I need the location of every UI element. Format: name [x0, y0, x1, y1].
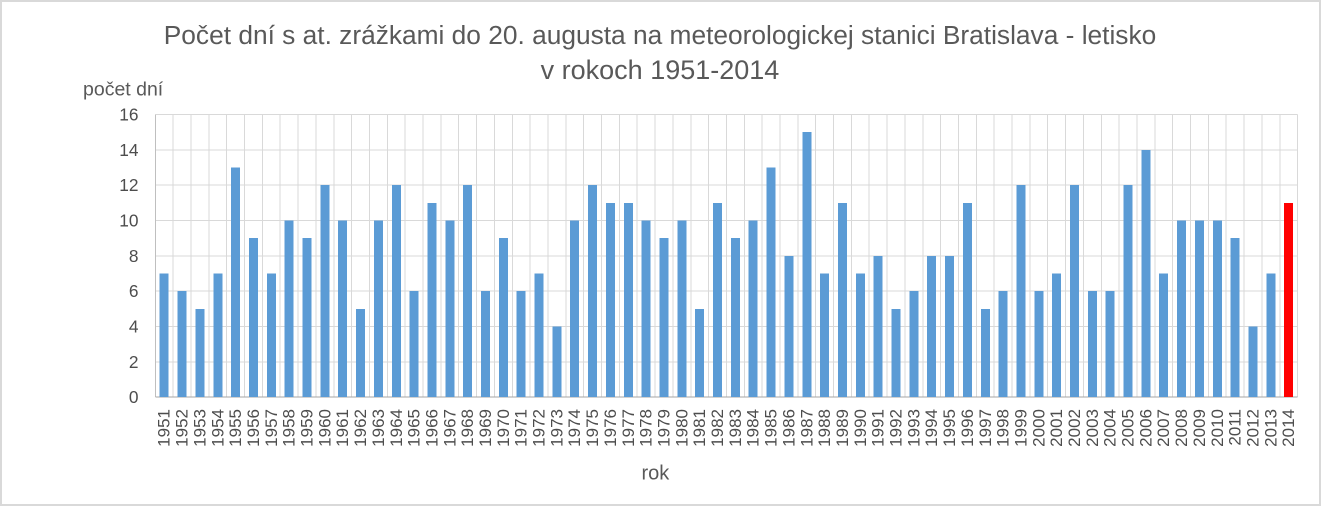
- svg-text:1983: 1983: [726, 409, 745, 447]
- svg-text:1954: 1954: [208, 409, 227, 447]
- svg-text:2005: 2005: [1119, 409, 1138, 447]
- svg-text:1975: 1975: [583, 409, 602, 447]
- svg-text:1951: 1951: [155, 409, 174, 447]
- svg-text:10: 10: [119, 210, 138, 230]
- svg-text:14: 14: [119, 140, 139, 160]
- svg-text:2003: 2003: [1083, 409, 1102, 447]
- svg-text:1995: 1995: [940, 409, 959, 447]
- svg-text:1970: 1970: [494, 409, 513, 447]
- svg-text:1971: 1971: [512, 409, 531, 447]
- svg-text:2: 2: [129, 352, 139, 372]
- svg-text:1958: 1958: [280, 409, 299, 447]
- svg-text:2002: 2002: [1065, 409, 1084, 447]
- svg-text:1987: 1987: [797, 409, 816, 447]
- svg-text:8: 8: [129, 246, 139, 266]
- svg-text:1999: 1999: [1011, 409, 1030, 447]
- svg-text:1967: 1967: [440, 409, 459, 447]
- svg-text:1953: 1953: [190, 409, 209, 447]
- svg-text:2011: 2011: [1226, 409, 1245, 446]
- svg-text:2000: 2000: [1029, 409, 1048, 447]
- svg-text:1963: 1963: [369, 409, 388, 447]
- svg-text:1968: 1968: [458, 409, 477, 447]
- svg-text:1966: 1966: [422, 409, 441, 447]
- svg-text:1992: 1992: [887, 409, 906, 447]
- svg-text:1998: 1998: [994, 409, 1013, 447]
- svg-text:1961: 1961: [333, 409, 352, 447]
- svg-text:12: 12: [119, 175, 138, 195]
- svg-text:16: 16: [119, 104, 138, 124]
- svg-text:2008: 2008: [1172, 409, 1191, 447]
- svg-text:2012: 2012: [1243, 409, 1262, 447]
- svg-text:1996: 1996: [958, 409, 977, 447]
- svg-text:1997: 1997: [976, 409, 995, 447]
- svg-text:1959: 1959: [298, 409, 317, 447]
- svg-text:1956: 1956: [244, 409, 263, 447]
- svg-text:1974: 1974: [565, 409, 584, 447]
- svg-text:1973: 1973: [547, 409, 566, 447]
- svg-text:2006: 2006: [1136, 409, 1155, 447]
- svg-text:počet dní: počet dní: [83, 79, 164, 101]
- svg-text:1990: 1990: [851, 409, 870, 447]
- svg-text:1965: 1965: [405, 409, 424, 447]
- svg-text:1972: 1972: [530, 409, 549, 447]
- svg-text:1955: 1955: [226, 409, 245, 447]
- svg-text:2007: 2007: [1154, 409, 1173, 447]
- svg-text:6: 6: [129, 281, 139, 301]
- svg-text:0: 0: [129, 387, 139, 407]
- svg-text:1981: 1981: [690, 409, 709, 447]
- svg-text:2009: 2009: [1190, 409, 1209, 447]
- svg-text:rok: rok: [642, 463, 671, 485]
- svg-text:4: 4: [129, 317, 139, 337]
- svg-text:1986: 1986: [779, 409, 798, 447]
- svg-text:1989: 1989: [833, 409, 852, 447]
- svg-text:1993: 1993: [904, 409, 923, 447]
- svg-text:v rokoch 1951-2014: v rokoch 1951-2014: [541, 55, 780, 85]
- svg-text:1977: 1977: [619, 409, 638, 447]
- svg-text:1960: 1960: [315, 409, 334, 447]
- svg-text:2014: 2014: [1279, 409, 1298, 447]
- svg-text:2013: 2013: [1261, 409, 1280, 447]
- svg-text:1969: 1969: [476, 409, 495, 447]
- svg-text:1979: 1979: [654, 409, 673, 447]
- svg-text:1994: 1994: [922, 409, 941, 447]
- svg-text:1984: 1984: [744, 409, 763, 447]
- svg-text:1957: 1957: [262, 409, 281, 447]
- svg-text:2004: 2004: [1101, 409, 1120, 447]
- svg-text:1985: 1985: [762, 409, 781, 447]
- svg-text:2001: 2001: [1047, 409, 1066, 447]
- svg-text:1988: 1988: [815, 409, 834, 447]
- svg-text:1980: 1980: [672, 409, 691, 447]
- svg-text:1991: 1991: [869, 409, 888, 447]
- svg-text:1982: 1982: [708, 409, 727, 447]
- svg-text:2010: 2010: [1208, 409, 1227, 447]
- svg-text:1952: 1952: [173, 409, 192, 447]
- svg-text:1978: 1978: [637, 409, 656, 447]
- svg-text:1976: 1976: [601, 409, 620, 447]
- svg-text:1964: 1964: [387, 409, 406, 447]
- svg-text:Počet dní s at. zrážkami do 20: Počet dní s at. zrážkami do 20. augusta …: [164, 20, 1156, 50]
- svg-text:1962: 1962: [351, 409, 370, 447]
